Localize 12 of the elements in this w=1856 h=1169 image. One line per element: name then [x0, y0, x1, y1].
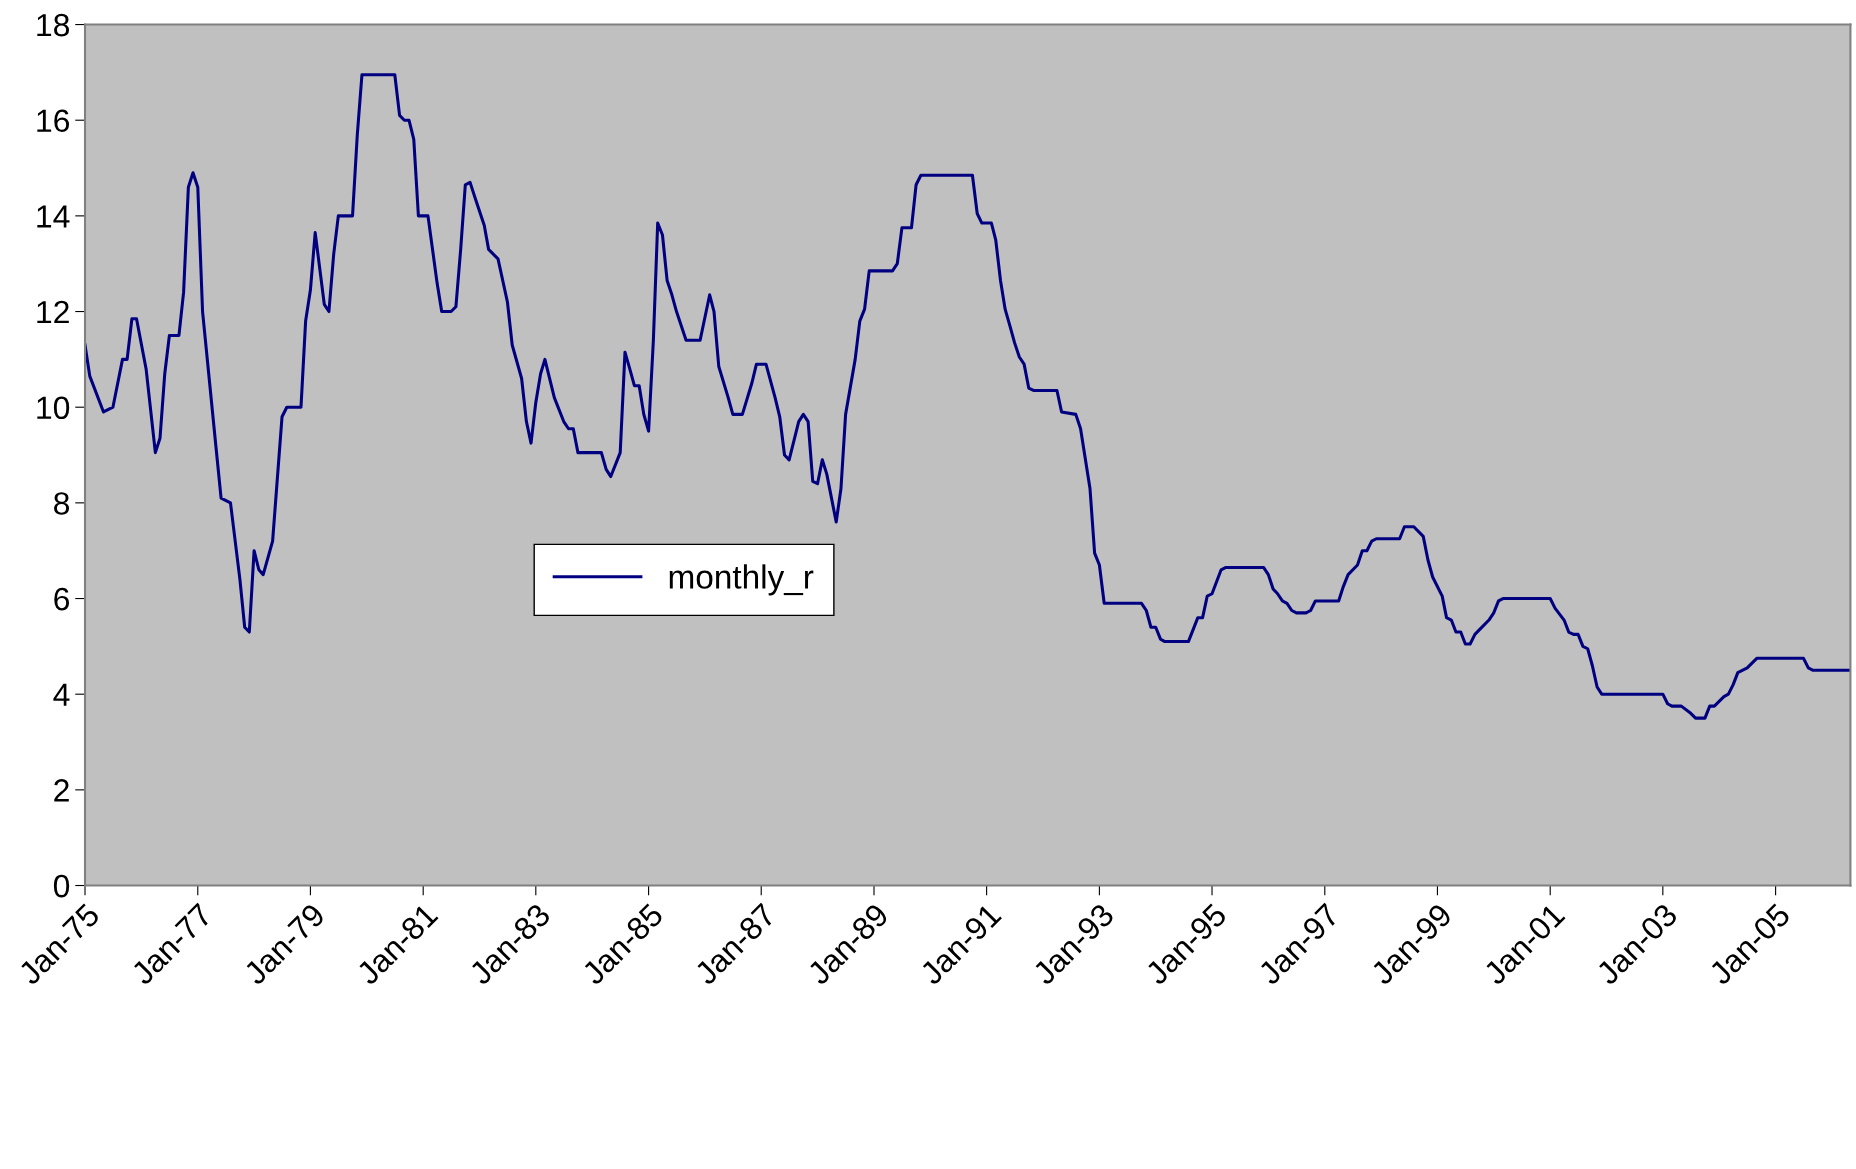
y-tick-label: 8: [54, 492, 70, 515]
y-tick-label: 4: [53, 683, 70, 706]
y-tick-label: 14: [37, 205, 70, 228]
y-tick-label: 18: [37, 13, 70, 37]
line-series: [85, 73, 1851, 720]
y-tick-label: 16: [37, 109, 70, 133]
y-tick-label: 0: [53, 874, 70, 898]
y-tick-label: 10: [37, 396, 70, 420]
y-tick-label: 6: [54, 587, 70, 611]
legend-label: monthly_r: [669, 564, 814, 596]
y-tick-label: 2: [54, 779, 69, 802]
y-tick-label: 12: [37, 300, 69, 324]
